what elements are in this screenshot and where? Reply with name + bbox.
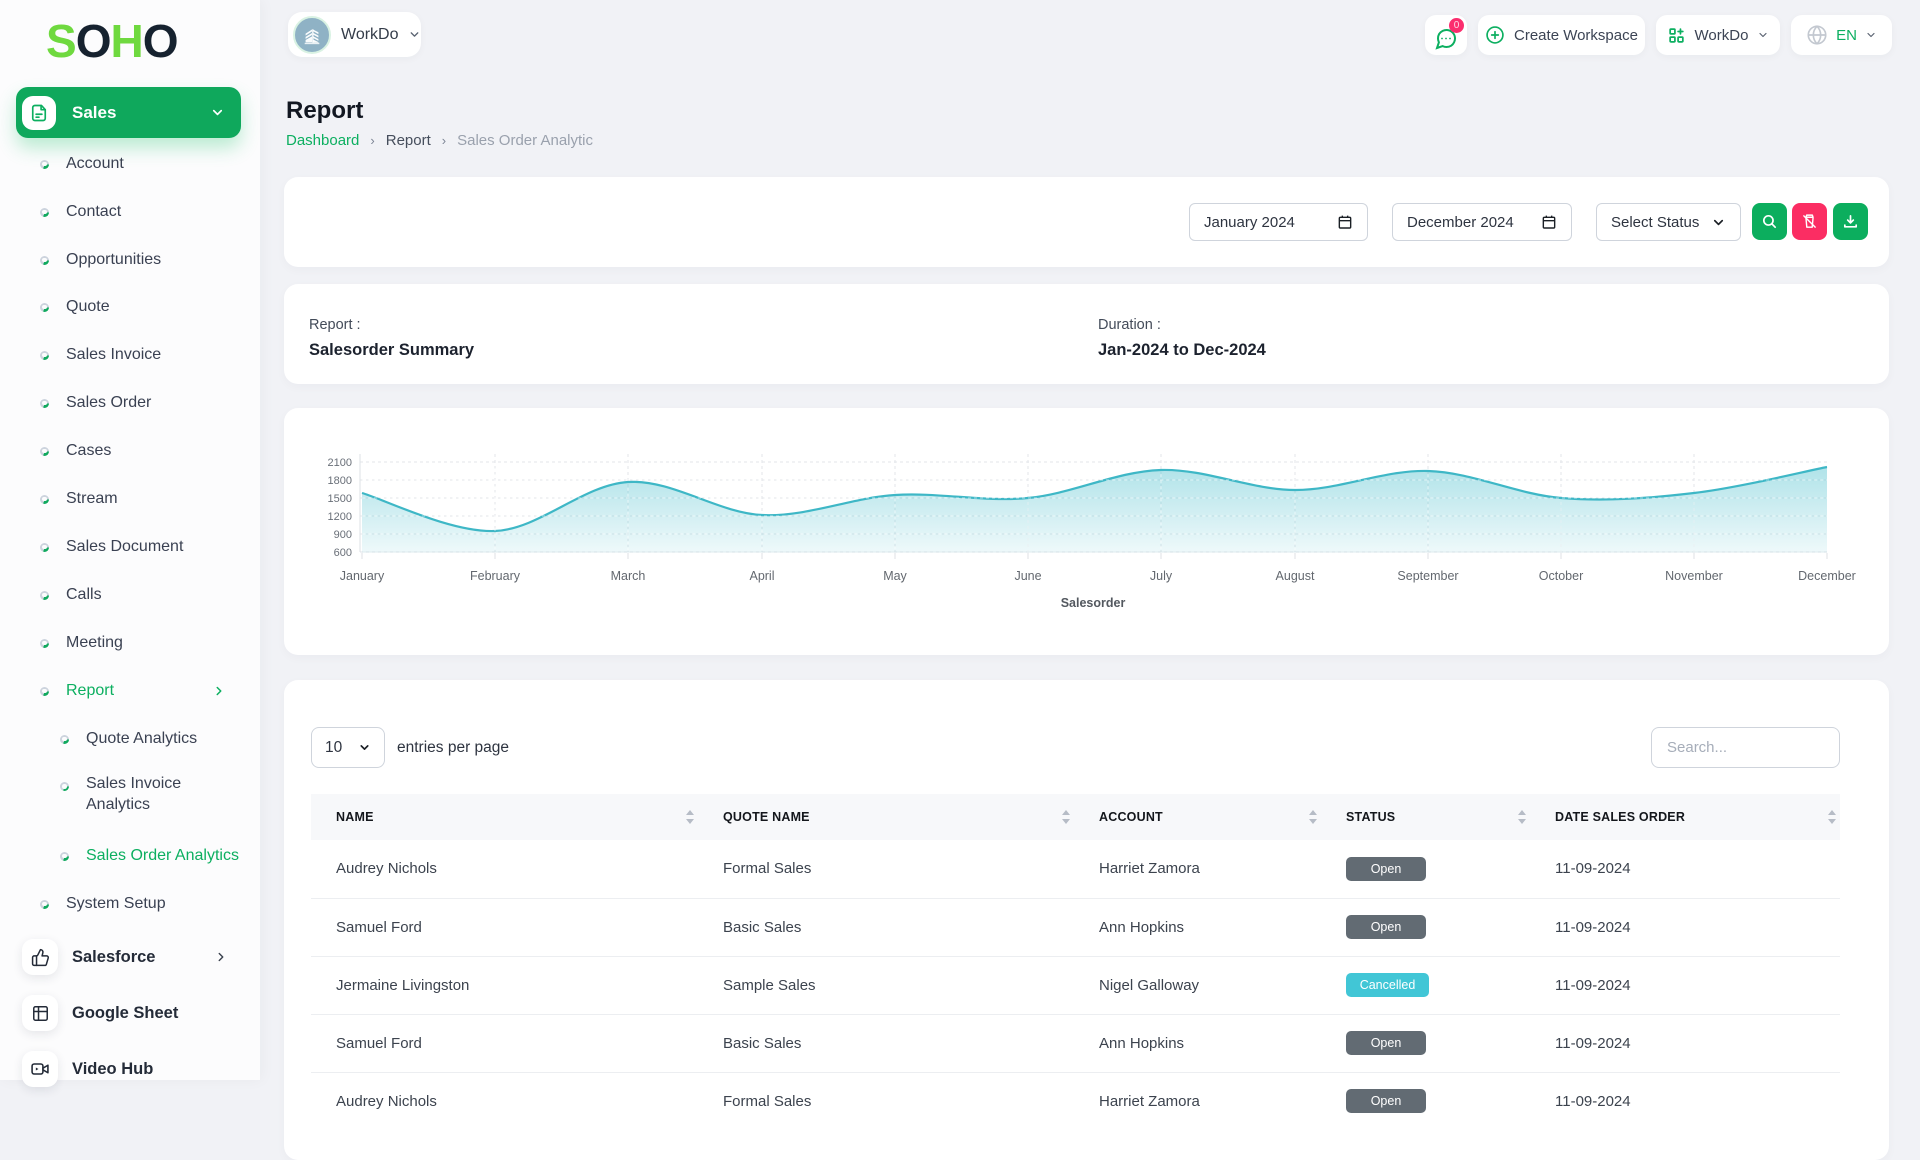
svg-text:September: September bbox=[1397, 569, 1458, 583]
svg-text:600: 600 bbox=[334, 547, 352, 559]
svg-text:2100: 2100 bbox=[328, 457, 352, 469]
svg-text:November: November bbox=[1665, 569, 1723, 583]
svg-text:900: 900 bbox=[334, 529, 352, 541]
svg-text:December: December bbox=[1798, 569, 1856, 583]
svg-text:February: February bbox=[470, 569, 521, 583]
svg-text:October: October bbox=[1539, 569, 1583, 583]
svg-text:January: January bbox=[340, 569, 385, 583]
svg-text:1200: 1200 bbox=[328, 511, 352, 523]
svg-text:July: July bbox=[1150, 569, 1173, 583]
svg-text:April: April bbox=[749, 569, 774, 583]
svg-text:August: August bbox=[1276, 569, 1315, 583]
svg-text:Salesorder: Salesorder bbox=[1061, 596, 1126, 610]
svg-text:1800: 1800 bbox=[328, 475, 352, 487]
svg-text:March: March bbox=[611, 569, 646, 583]
svg-text:1500: 1500 bbox=[328, 493, 352, 505]
svg-text:June: June bbox=[1014, 569, 1041, 583]
svg-text:May: May bbox=[883, 569, 907, 583]
